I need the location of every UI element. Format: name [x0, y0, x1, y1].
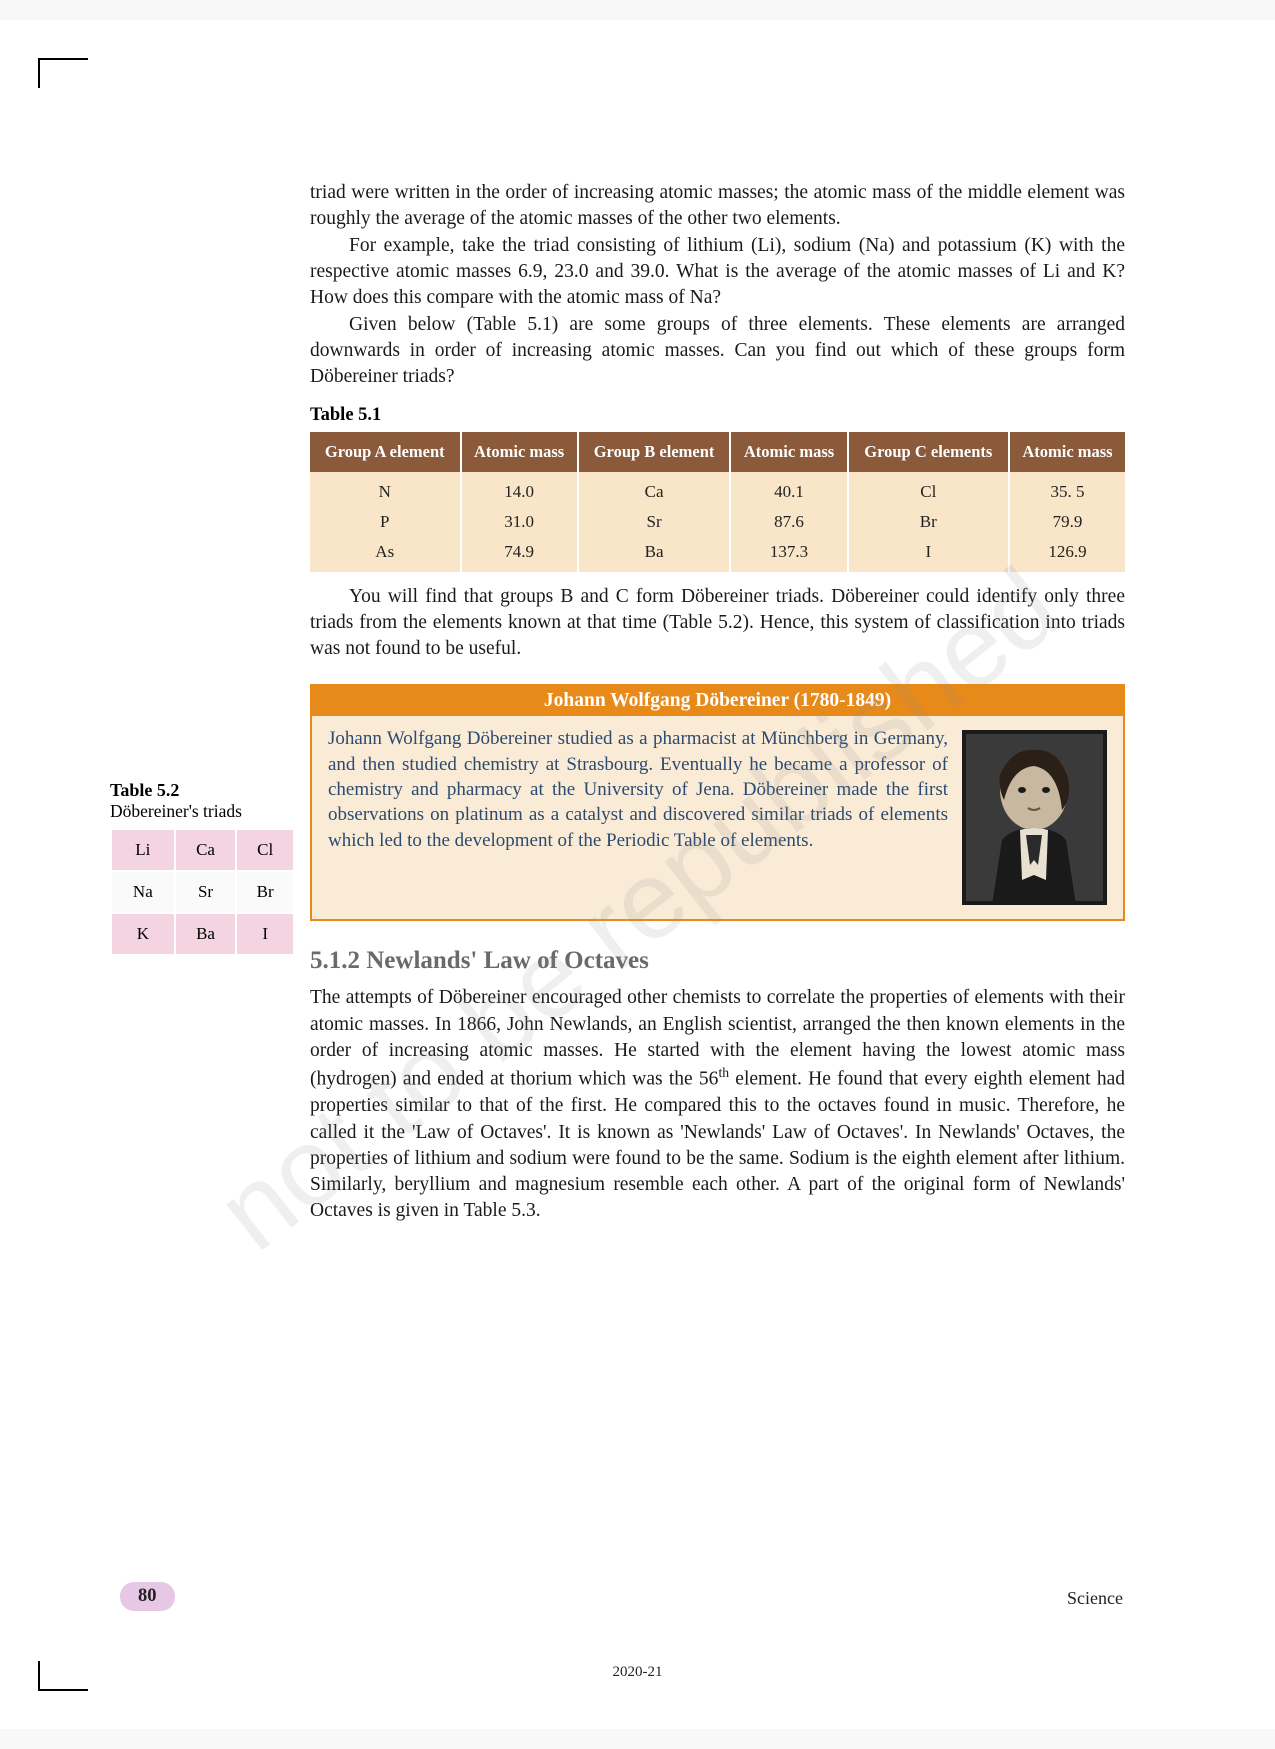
table-cell: 79.9	[1009, 507, 1125, 537]
section-heading: 5.1.2 Newlands' Law of Octaves	[310, 947, 1125, 975]
table-cell: Ba	[578, 537, 731, 572]
table-cell: I	[848, 537, 1009, 572]
portrait-image	[962, 730, 1107, 905]
table-cell: 126.9	[1009, 537, 1125, 572]
footer-year: 2020-21	[613, 1664, 663, 1681]
page: not to be republished triad were written…	[0, 20, 1275, 1729]
crop-mark-tl	[38, 58, 88, 88]
table-cell: Sr	[578, 507, 731, 537]
table-header: Group C elements	[848, 432, 1009, 472]
table-cell: Cl	[236, 829, 294, 871]
table-header: Atomic mass	[730, 432, 847, 472]
table-cell: Br	[848, 507, 1009, 537]
page-number: 80	[120, 1582, 175, 1611]
table-cell: N	[310, 472, 461, 507]
table-cell: Cl	[848, 472, 1009, 507]
table-cell: Sr	[175, 871, 237, 913]
table-5-2: Li Ca Cl Na Sr Br K Ba I	[110, 828, 295, 956]
paragraph: The attempts of Döbereiner encouraged ot…	[310, 985, 1125, 1224]
table-cell: 40.1	[730, 472, 847, 507]
superscript: th	[718, 1065, 729, 1080]
table-cell: Na	[111, 871, 175, 913]
table-cell: Ba	[175, 913, 237, 955]
table-header: Atomic mass	[1009, 432, 1125, 472]
table-5-1: Group A element Atomic mass Group B elem…	[310, 432, 1125, 572]
crop-mark-bl	[38, 1661, 88, 1691]
table-cell: 14.0	[461, 472, 578, 507]
table-cell: Li	[111, 829, 175, 871]
table-header: Group B element	[578, 432, 731, 472]
table-cell: P	[310, 507, 461, 537]
paragraph: You will find that groups B and C form D…	[310, 584, 1125, 663]
paragraph: For example, take the triad consisting o…	[310, 233, 1125, 312]
table-cell: 35. 5	[1009, 472, 1125, 507]
bio-text: Johann Wolfgang Döbereiner studied as a …	[328, 726, 948, 852]
table-cell: 74.9	[461, 537, 578, 572]
table-cell: 137.3	[730, 537, 847, 572]
table-label: Table 5.1	[310, 405, 1125, 426]
paragraph: Given below (Table 5.1) are some groups …	[310, 312, 1125, 391]
table-header: Group A element	[310, 432, 461, 472]
footer-subject: Science	[1067, 1588, 1123, 1609]
table-subtitle: Döbereiner's triads	[110, 801, 295, 822]
bio-title: Johann Wolfgang Döbereiner (1780-1849)	[312, 686, 1123, 716]
table-cell: 31.0	[461, 507, 578, 537]
table-cell: K	[111, 913, 175, 955]
table-label: Table 5.2	[110, 780, 295, 801]
table-cell: Br	[236, 871, 294, 913]
table-cell: 87.6	[730, 507, 847, 537]
table-cell: Ca	[578, 472, 731, 507]
text: element. He found that every eighth elem…	[310, 1069, 1125, 1222]
sidebar-table-5-2: Table 5.2 Döbereiner's triads Li Ca Cl N…	[110, 780, 295, 956]
table-cell: I	[236, 913, 294, 955]
bio-box: Johann Wolfgang Döbereiner (1780-1849) J…	[310, 684, 1125, 921]
paragraph: triad were written in the order of incre…	[310, 180, 1125, 233]
table-header: Atomic mass	[461, 432, 578, 472]
table-cell: Ca	[175, 829, 237, 871]
main-content: triad were written in the order of incre…	[310, 180, 1125, 1225]
table-cell: As	[310, 537, 461, 572]
